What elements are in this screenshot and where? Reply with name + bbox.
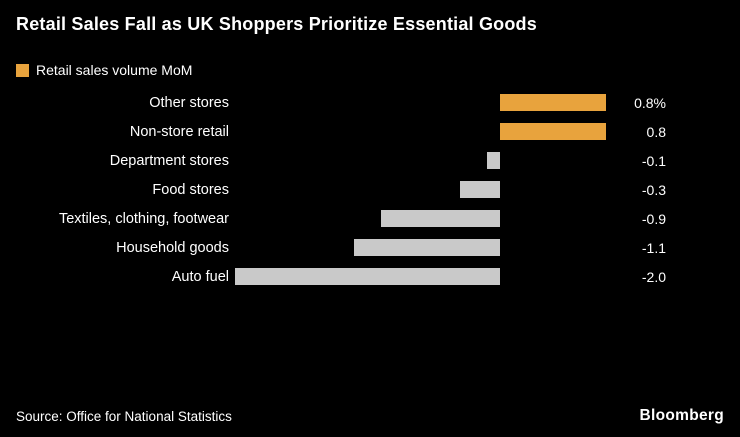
chart-title: Retail Sales Fall as UK Shoppers Priorit…	[16, 14, 537, 34]
footer: Source: Office for National Statistics B…	[16, 407, 724, 425]
category-label: Textiles, clothing, footwear	[58, 210, 229, 227]
chart-row: Department stores -0.1	[0, 146, 740, 175]
chart-row: Household goods -1.1	[0, 233, 740, 262]
chart-row: Auto fuel -2.0	[0, 262, 740, 291]
negative-bar	[235, 268, 500, 285]
category-label: Department stores	[109, 152, 229, 169]
negative-bar	[486, 152, 500, 169]
value-label: -0.9	[641, 210, 666, 227]
category-label: Food stores	[152, 181, 229, 198]
chart-row: Food stores -0.3	[0, 175, 740, 204]
bar-zone	[235, 117, 615, 146]
value-label: -2.0	[641, 268, 666, 285]
value-label: 0.8	[646, 123, 666, 140]
chart-row: Non-store retail 0.8	[0, 117, 740, 146]
legend-swatch-icon	[16, 63, 29, 77]
category-label: Auto fuel	[171, 268, 229, 285]
bar-zone	[235, 146, 615, 175]
chart-row: Textiles, clothing, footwear -0.9	[0, 204, 740, 233]
negative-bar	[460, 181, 500, 198]
value-label: -0.1	[641, 152, 666, 169]
chart-row: Other stores 0.8%	[0, 88, 740, 117]
legend-label: Retail sales volume MoM	[36, 62, 193, 78]
legend: Retail sales volume MoM	[16, 62, 192, 78]
bar-zone	[235, 204, 615, 233]
source-note: Source: Office for National Statistics	[16, 408, 232, 424]
category-label: Household goods	[116, 239, 229, 256]
bar-zone	[235, 233, 615, 262]
bar-zone	[235, 175, 615, 204]
value-label: -1.1	[641, 239, 666, 256]
value-label: 0.8%	[634, 94, 666, 111]
bar-zone	[235, 262, 615, 291]
positive-bar	[500, 94, 606, 111]
bloomberg-logo: Bloomberg	[639, 407, 724, 424]
bar-chart: Other stores 0.8% Non-store retail 0.8 Depar…	[0, 88, 740, 291]
negative-bar	[380, 210, 500, 227]
category-label: Other stores	[149, 94, 229, 111]
category-label: Non-store retail	[129, 123, 229, 140]
negative-bar	[354, 239, 500, 256]
bar-zone	[235, 88, 615, 117]
value-label: -0.3	[641, 181, 666, 198]
positive-bar	[500, 123, 606, 140]
